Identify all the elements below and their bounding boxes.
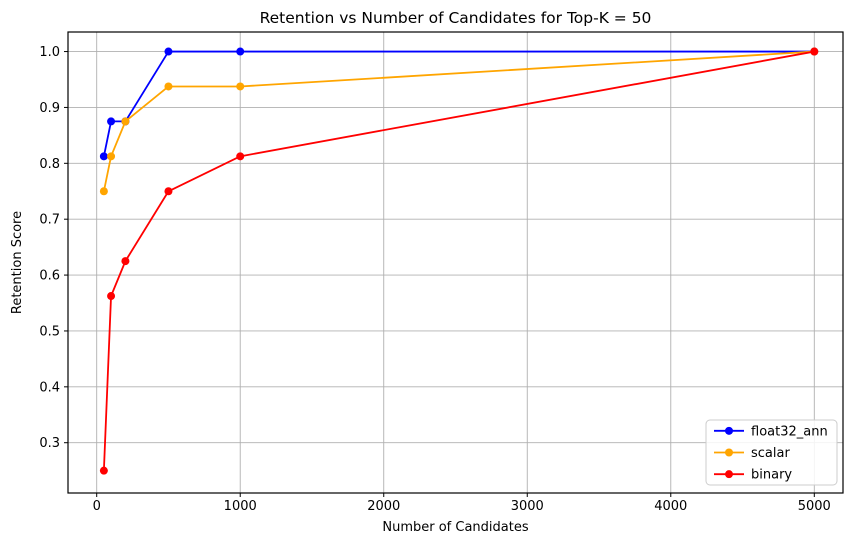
series-layer [99, 47, 819, 475]
marker-float32_ann-100 [107, 117, 116, 126]
marker-binary-50 [99, 466, 108, 475]
x-tick-label-3000: 3000 [511, 499, 544, 514]
y-tick-label-0.4: 0.4 [39, 380, 60, 395]
legend-marker-binary [725, 470, 733, 479]
y-tick-label-0.7: 0.7 [39, 213, 60, 228]
legend-entry-binary: binary [714, 468, 792, 483]
legend-label-float32_ann: float32_ann [751, 424, 828, 439]
x-tick-label-5000: 5000 [798, 499, 831, 514]
tick-layer: 0 1000 2000 3000 4000 5000 0.3 0.4 0.5 0.6 0.7 0.8 0… [39, 45, 831, 514]
y-tick-label-0.3: 0.3 [39, 436, 60, 451]
x-axis-label: Number of Candidates [382, 520, 528, 535]
legend-entry-float32_ann: float32_ann [714, 424, 828, 439]
legend-label-scalar: scalar [751, 446, 790, 461]
x-tick-label-2000: 2000 [367, 499, 400, 514]
marker-binary-5000 [810, 47, 819, 56]
marker-scalar-50 [99, 187, 108, 196]
legend-marker-scalar [725, 448, 733, 457]
plot-border [67, 31, 844, 494]
y-tick-label-1.0: 1.0 [39, 45, 60, 60]
legend-marker-float32_ann [725, 426, 733, 435]
series-line-binary [102, 50, 815, 471]
y-tick-label-0.8: 0.8 [39, 157, 60, 172]
y-tick-label-0.6: 0.6 [39, 269, 60, 284]
marker-binary-1000 [236, 152, 245, 161]
x-tick-label-1000: 1000 [224, 499, 257, 514]
marker-float32_ann-50 [99, 152, 108, 161]
marker-binary-500 [164, 187, 173, 196]
legend-box [705, 419, 838, 486]
marker-float32_ann-500 [164, 47, 173, 56]
marker-binary-100 [107, 292, 116, 301]
marker-scalar-1000 [236, 82, 245, 91]
legend-entry-scalar: scalar [714, 446, 790, 461]
series-line-float32_ann [102, 50, 815, 157]
chart-title: Retention vs Number of Candidates for To… [260, 9, 652, 27]
marker-scalar-100 [107, 152, 116, 161]
marker-scalar-500 [164, 82, 173, 91]
y-tick-label-0.5: 0.5 [39, 324, 60, 339]
legend-label-binary: binary [751, 468, 792, 483]
marker-binary-200 [121, 257, 130, 266]
x-tick-label-0: 0 [93, 499, 101, 514]
marker-float32_ann-1000 [236, 47, 245, 56]
y-axis-label: Retention Score [10, 211, 25, 314]
y-tick-label-0.9: 0.9 [39, 101, 60, 116]
series-line-scalar [102, 50, 815, 192]
x-tick-label-4000: 4000 [654, 499, 687, 514]
marker-scalar-200 [121, 117, 130, 126]
